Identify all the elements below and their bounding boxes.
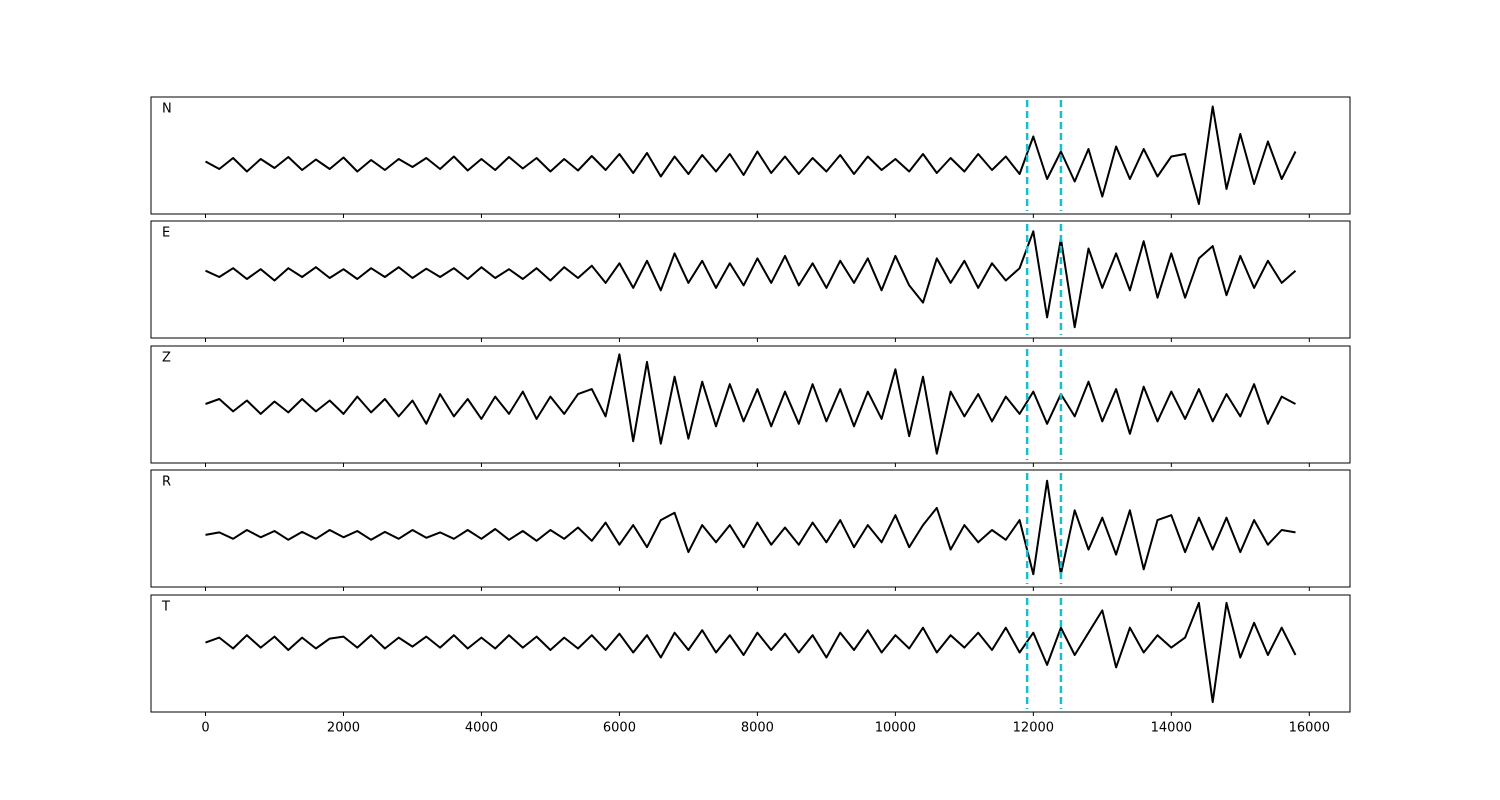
panel-label: T	[161, 600, 170, 615]
trace	[205, 105, 1297, 205]
x-tick-label: 10000	[875, 721, 916, 736]
x-tick-label: 16000	[1289, 721, 1330, 736]
panel-frame	[150, 220, 1351, 339]
panel-label: R	[162, 475, 171, 490]
x-tick-label: 8000	[741, 721, 774, 736]
x-tick-label: 14000	[1151, 721, 1192, 736]
trace	[205, 230, 1297, 329]
trace	[205, 353, 1296, 455]
x-tick-label: 2000	[327, 721, 360, 736]
x-tick-label: 4000	[465, 721, 498, 736]
trace	[205, 479, 1296, 576]
x-tick-label: 6000	[603, 721, 636, 736]
x-tick-label: 0	[201, 721, 209, 736]
trace	[205, 601, 1297, 704]
panel-frame	[150, 96, 1351, 215]
panel-label: Z	[162, 351, 171, 366]
panel-label: E	[162, 226, 170, 241]
panel-frame	[150, 345, 1351, 464]
panel-label: N	[162, 102, 172, 117]
x-tick-label: 12000	[1013, 721, 1054, 736]
panel-frame	[150, 594, 1351, 713]
panel-frame	[150, 469, 1351, 588]
